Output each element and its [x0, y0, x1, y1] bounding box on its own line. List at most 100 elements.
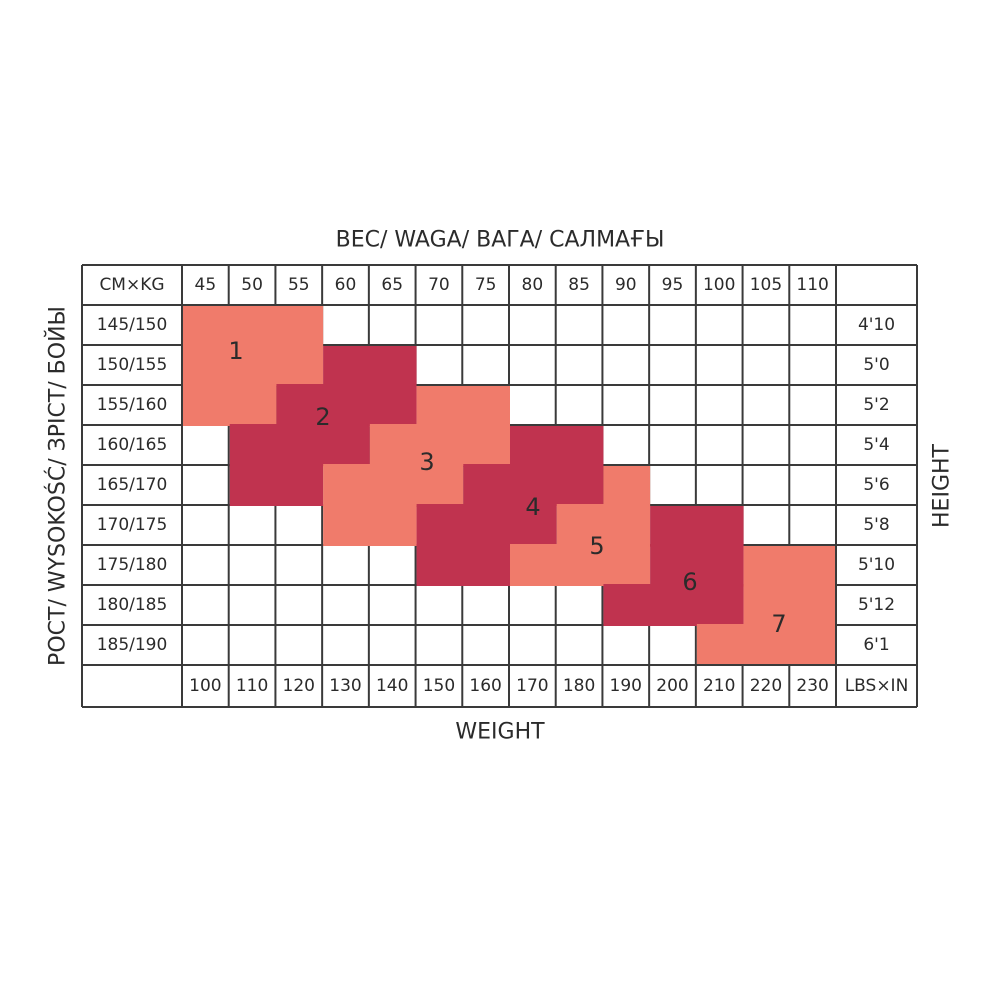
size-zone — [229, 466, 324, 506]
size-zone — [510, 426, 604, 466]
kg-label: 55 — [288, 275, 310, 295]
size-label: 6 — [682, 568, 697, 596]
lbs-label: 140 — [376, 676, 408, 696]
lbs-label: 160 — [469, 676, 501, 696]
lbs-label: 170 — [516, 676, 548, 696]
lbs-label: 220 — [750, 676, 782, 696]
kg-label: 50 — [241, 275, 263, 295]
cm-label: 160/165 — [97, 435, 168, 455]
size-zone — [323, 504, 415, 507]
size-zone — [183, 384, 275, 387]
size-zone — [603, 466, 651, 506]
size-zone — [369, 426, 510, 466]
size-zone — [416, 546, 510, 586]
kg-label: 100 — [703, 275, 735, 295]
size-zone — [416, 386, 510, 426]
lbs-label: 150 — [423, 676, 455, 696]
lbs-label: 180 — [563, 676, 595, 696]
size-zone — [650, 546, 744, 586]
size-zone — [743, 546, 835, 586]
size-zone — [276, 386, 417, 426]
size-zone — [323, 466, 464, 506]
size-zone — [463, 466, 604, 506]
size-zone — [556, 506, 651, 546]
size-zone — [276, 384, 415, 387]
kg-label: 105 — [750, 275, 782, 295]
lbs-label: 190 — [610, 676, 642, 696]
corner-label: CM×KG — [99, 275, 164, 295]
size-zone — [183, 344, 322, 347]
lbs-label: 130 — [329, 676, 361, 696]
kg-label: 90 — [615, 275, 637, 295]
kg-label: 65 — [381, 275, 403, 295]
size-zone — [696, 626, 835, 664]
size-zone — [603, 586, 744, 626]
inch-label: 5'12 — [858, 595, 895, 615]
height-title-en: HEIGHT — [930, 443, 955, 528]
size-zone — [323, 464, 462, 467]
size-zone — [323, 346, 417, 386]
cm-label: 145/150 — [97, 315, 168, 335]
size-zone — [743, 586, 835, 626]
kg-label: 110 — [796, 275, 828, 295]
size-label: 7 — [771, 610, 786, 638]
size-zone — [743, 584, 835, 587]
weight-title: ВЕС/ WAGA/ ВАГА/ САЛМАҒЫ — [336, 228, 665, 253]
kg-label: 80 — [522, 275, 544, 295]
lbs-label: 110 — [236, 676, 268, 696]
size-zone — [183, 386, 277, 426]
size-label: 3 — [419, 448, 434, 476]
lbs-label: 100 — [189, 676, 221, 696]
size-zone — [229, 424, 368, 427]
size-zone — [510, 546, 651, 586]
size-zone — [369, 424, 508, 427]
inch-label: 6'1 — [863, 635, 889, 655]
cm-label: 175/180 — [97, 555, 168, 575]
kg-label: 70 — [428, 275, 450, 295]
size-zone — [323, 506, 417, 546]
kg-label: 60 — [335, 275, 357, 295]
inch-label: 5'0 — [863, 355, 889, 375]
size-zone — [696, 624, 835, 627]
size-zone — [416, 504, 555, 507]
size-zone — [416, 544, 508, 547]
size-zone — [183, 346, 324, 386]
lbs-label: 210 — [703, 676, 735, 696]
cm-label: 150/155 — [97, 355, 168, 375]
kg-label: 95 — [662, 275, 684, 295]
size-zone — [510, 544, 649, 547]
size-zone — [556, 504, 649, 507]
inch-label: 5'4 — [863, 435, 889, 455]
size-label: 5 — [589, 532, 604, 560]
lbs-label: 120 — [283, 676, 315, 696]
cm-label: 180/185 — [97, 595, 168, 615]
inch-label: 4'10 — [858, 315, 895, 335]
height-title: РОСТ/ WYSOKOŚĆ/ ЗРІСТ/ БОЙЫ — [45, 306, 71, 666]
cm-label: 185/190 — [97, 635, 168, 655]
weight-title-en: WEIGHT — [455, 720, 545, 745]
size-zone — [650, 506, 744, 546]
inch-label: 5'2 — [863, 395, 889, 415]
size-zone — [229, 464, 322, 467]
cm-label: 165/170 — [97, 475, 168, 495]
inch-label: 5'10 — [858, 555, 895, 575]
lbs-label: 200 — [656, 676, 688, 696]
size-zone — [416, 506, 557, 546]
size-zone — [650, 544, 742, 547]
size-label: 1 — [228, 337, 243, 365]
size-label: 2 — [315, 403, 330, 431]
kg-label: 45 — [195, 275, 217, 295]
lbs-label: 230 — [796, 676, 828, 696]
corner-label: LBS×IN — [845, 676, 909, 696]
size-zone — [183, 306, 324, 346]
inch-label: 5'6 — [863, 475, 889, 495]
kg-label: 85 — [568, 275, 590, 295]
inch-label: 5'8 — [863, 515, 889, 535]
kg-label: 75 — [475, 275, 497, 295]
size-zone — [463, 464, 602, 467]
size-zone — [229, 426, 370, 466]
size-label: 4 — [525, 493, 540, 521]
cm-label: 170/175 — [97, 515, 168, 535]
